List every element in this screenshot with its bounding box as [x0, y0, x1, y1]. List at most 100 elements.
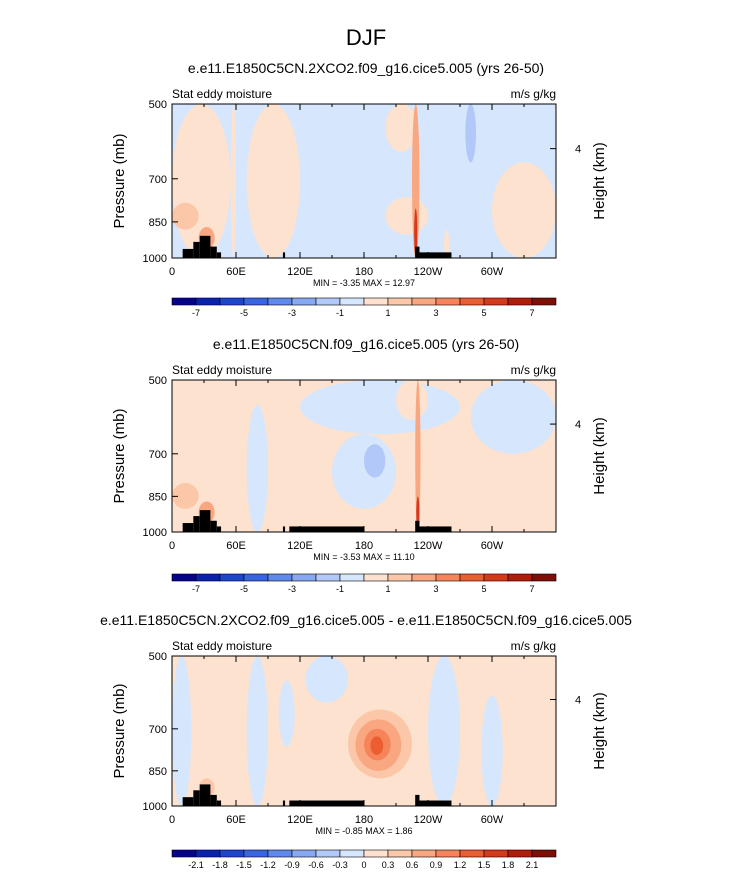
contour-region — [246, 404, 268, 532]
x-tick-label: 60E — [226, 540, 246, 552]
topography-bar — [419, 800, 452, 806]
topography-bar — [415, 246, 420, 258]
colorbar-label: -1.2 — [260, 860, 276, 870]
contour-region — [414, 208, 418, 258]
colorbar-swatch — [363, 573, 389, 582]
colorbar-label: -1 — [336, 308, 344, 318]
colorbar-swatch — [291, 297, 317, 306]
y-axis-label: Pressure (mb) — [111, 133, 128, 228]
panel-2: e.e11.E1850C5CN.f09_g16.cice5.005 (yrs 2… — [111, 336, 608, 594]
contour-region — [278, 680, 295, 747]
colorbar-label: -1.8 — [212, 860, 228, 870]
x-tick-label: 120W — [414, 540, 443, 552]
colorbar-label: 1.8 — [502, 860, 515, 870]
y-tick-label: 1000 — [143, 253, 167, 265]
panel-title: e.e11.E1850C5CN.2XCO2.f09_g16.cice5.005 … — [100, 612, 632, 628]
colorbar-label: 3 — [433, 584, 438, 594]
colorbar-swatch — [411, 573, 437, 582]
topography-bar — [282, 252, 286, 258]
contour-region — [246, 104, 300, 258]
colorbar-swatch — [435, 849, 461, 858]
topography-bar — [282, 526, 286, 532]
colorbar-label: 0 — [361, 860, 366, 870]
y-tick-label: 700 — [149, 449, 167, 461]
topography-bar — [182, 523, 194, 532]
contour-region — [385, 197, 428, 235]
panel-3: e.e11.E1850C5CN.2XCO2.f09_g16.cice5.005 … — [100, 612, 632, 870]
topography-bar — [210, 246, 217, 258]
topography-bar — [193, 241, 200, 258]
colorbar-label: -5 — [240, 308, 248, 318]
topography-bar — [193, 790, 200, 806]
topography-bar — [210, 520, 217, 532]
colorbar-swatch — [411, 849, 437, 858]
y-tick-label: 700 — [149, 724, 167, 736]
contour-field — [172, 104, 556, 258]
colorbar-swatch — [315, 849, 341, 858]
colorbar-swatch — [267, 573, 293, 582]
contour-region — [412, 104, 420, 258]
right-axis-label: Height (km) — [591, 692, 608, 770]
colorbar-swatch — [339, 849, 365, 858]
colorbar-swatch — [387, 573, 413, 582]
figure-title: DJF — [346, 25, 386, 50]
y-axis-label: Pressure (mb) — [111, 683, 128, 778]
y-tick-label: 1000 — [143, 527, 167, 539]
colorbar-swatch — [531, 573, 557, 582]
colorbar-label: 1.5 — [478, 860, 491, 870]
topography-bar — [182, 797, 194, 806]
colorbar-swatch — [483, 297, 509, 306]
colorbar-swatch — [531, 297, 557, 306]
topography-bar — [193, 516, 200, 532]
contour-region — [396, 380, 428, 420]
topography-bar — [415, 520, 420, 532]
topography-bar — [216, 526, 222, 532]
y-tick-label: 1000 — [143, 801, 167, 813]
colorbar-swatch — [291, 849, 317, 858]
colorbar-label: 3 — [433, 308, 438, 318]
colorbar-label: -5 — [240, 584, 248, 594]
contour-region — [465, 104, 476, 163]
contour-region — [305, 656, 348, 703]
x-tick-label: 180 — [355, 266, 373, 278]
colorbar-label: 7 — [529, 308, 534, 318]
colorbar-swatch — [315, 573, 341, 582]
contour-region — [300, 380, 460, 435]
right-tick-label: 4 — [575, 144, 581, 156]
topography-bar — [216, 252, 222, 258]
contour-region — [246, 656, 268, 806]
colorbar-swatch — [243, 297, 269, 306]
x-tick-label: 0 — [169, 814, 175, 826]
contour-region — [364, 444, 386, 478]
contour-region — [370, 736, 384, 755]
panels: e.e11.E1850C5CN.2XCO2.f09_g16.cice5.005 … — [100, 60, 632, 870]
x-tick-label: 180 — [355, 814, 373, 826]
y-tick-label: 500 — [149, 651, 167, 663]
contour-region — [332, 434, 396, 509]
topography-bar — [216, 800, 222, 806]
colorbar-swatch — [507, 573, 533, 582]
colorbar-label: 1 — [385, 584, 390, 594]
colorbar-swatch — [507, 849, 533, 858]
contour-field — [172, 380, 556, 532]
contour-region — [428, 656, 460, 806]
x-tick-label: 60E — [226, 266, 246, 278]
x-tick-label: 60E — [226, 814, 246, 826]
colorbar-label: -7 — [192, 584, 200, 594]
x-tick-label: 120E — [287, 540, 313, 552]
panel-title: e.e11.E1850C5CN.f09_g16.cice5.005 (yrs 2… — [213, 336, 519, 352]
colorbar-swatch — [459, 297, 485, 306]
colorbar-swatch — [459, 849, 485, 858]
right-axis-label: Height (km) — [591, 142, 608, 220]
colorbar-swatch — [219, 849, 245, 858]
colorbar-label: -2.1 — [188, 860, 204, 870]
panel-1: e.e11.E1850C5CN.2XCO2.f09_g16.cice5.005 … — [111, 60, 608, 318]
colorbar-label: -3 — [288, 584, 296, 594]
colorbar-label: -0.3 — [332, 860, 348, 870]
field-background — [172, 104, 556, 258]
colorbar-swatch — [219, 573, 245, 582]
right-tick-label: 4 — [575, 419, 581, 431]
colorbar-label: -1 — [336, 584, 344, 594]
contour-field — [172, 656, 556, 806]
